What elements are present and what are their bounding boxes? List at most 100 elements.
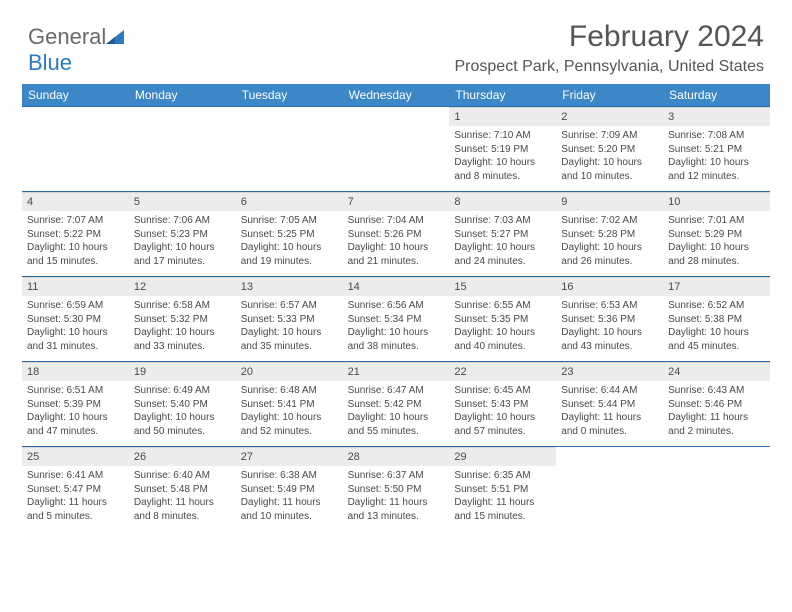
sunrise-text: Sunrise: 6:58 AM [134,299,231,313]
sunset-text: Sunset: 5:29 PM [668,228,765,242]
day-header: Friday [556,84,663,106]
day-info: Sunrise: 6:45 AMSunset: 5:43 PMDaylight:… [449,381,556,440]
day-cell: 9Sunrise: 7:02 AMSunset: 5:28 PMDaylight… [556,192,663,276]
day-info: Sunrise: 7:05 AMSunset: 5:25 PMDaylight:… [236,211,343,270]
sunset-text: Sunset: 5:34 PM [348,313,445,327]
day-info: Sunrise: 7:09 AMSunset: 5:20 PMDaylight:… [556,126,663,185]
day-info: Sunrise: 6:53 AMSunset: 5:36 PMDaylight:… [556,296,663,355]
day-number: 26 [129,447,236,466]
daylight-text: Daylight: 10 hours and 57 minutes. [454,411,551,438]
sunset-text: Sunset: 5:21 PM [668,143,765,157]
daylight-text: Daylight: 10 hours and 52 minutes. [241,411,338,438]
daylight-text: Daylight: 10 hours and 8 minutes. [454,156,551,183]
day-cell: 23Sunrise: 6:44 AMSunset: 5:44 PMDayligh… [556,362,663,446]
day-cell: 6Sunrise: 7:05 AMSunset: 5:25 PMDaylight… [236,192,343,276]
day-cell: 10Sunrise: 7:01 AMSunset: 5:29 PMDayligh… [663,192,770,276]
sunrise-text: Sunrise: 6:59 AM [27,299,124,313]
day-info: Sunrise: 7:07 AMSunset: 5:22 PMDaylight:… [22,211,129,270]
week-row: 11Sunrise: 6:59 AMSunset: 5:30 PMDayligh… [22,276,770,361]
sunrise-text: Sunrise: 6:49 AM [134,384,231,398]
day-header-row: Sunday Monday Tuesday Wednesday Thursday… [22,84,770,106]
day-info: Sunrise: 6:49 AMSunset: 5:40 PMDaylight:… [129,381,236,440]
daylight-text: Daylight: 10 hours and 33 minutes. [134,326,231,353]
day-cell: 24Sunrise: 6:43 AMSunset: 5:46 PMDayligh… [663,362,770,446]
day-cell [22,107,129,191]
week-row: 18Sunrise: 6:51 AMSunset: 5:39 PMDayligh… [22,361,770,446]
day-number: 19 [129,362,236,381]
daylight-text: Daylight: 10 hours and 28 minutes. [668,241,765,268]
day-number: 11 [22,277,129,296]
header: February 2024 Prospect Park, Pennsylvani… [455,20,765,76]
day-info: Sunrise: 7:06 AMSunset: 5:23 PMDaylight:… [129,211,236,270]
day-cell: 22Sunrise: 6:45 AMSunset: 5:43 PMDayligh… [449,362,556,446]
day-info: Sunrise: 7:04 AMSunset: 5:26 PMDaylight:… [343,211,450,270]
day-info: Sunrise: 6:47 AMSunset: 5:42 PMDaylight:… [343,381,450,440]
day-cell [236,107,343,191]
sunset-text: Sunset: 5:33 PM [241,313,338,327]
daylight-text: Daylight: 11 hours and 15 minutes. [454,496,551,523]
day-cell: 28Sunrise: 6:37 AMSunset: 5:50 PMDayligh… [343,447,450,531]
day-info: Sunrise: 6:40 AMSunset: 5:48 PMDaylight:… [129,466,236,525]
sunrise-text: Sunrise: 7:09 AM [561,129,658,143]
day-number: 4 [22,192,129,211]
day-info: Sunrise: 7:02 AMSunset: 5:28 PMDaylight:… [556,211,663,270]
sunrise-text: Sunrise: 6:52 AM [668,299,765,313]
sunrise-text: Sunrise: 7:02 AM [561,214,658,228]
month-title: February 2024 [455,20,765,54]
day-info: Sunrise: 6:41 AMSunset: 5:47 PMDaylight:… [22,466,129,525]
sunset-text: Sunset: 5:50 PM [348,483,445,497]
sunrise-text: Sunrise: 6:44 AM [561,384,658,398]
daylight-text: Daylight: 10 hours and 43 minutes. [561,326,658,353]
daylight-text: Daylight: 10 hours and 17 minutes. [134,241,231,268]
day-cell: 16Sunrise: 6:53 AMSunset: 5:36 PMDayligh… [556,277,663,361]
day-number: 16 [556,277,663,296]
day-cell: 3Sunrise: 7:08 AMSunset: 5:21 PMDaylight… [663,107,770,191]
day-info: Sunrise: 7:01 AMSunset: 5:29 PMDaylight:… [663,211,770,270]
week-row: 4Sunrise: 7:07 AMSunset: 5:22 PMDaylight… [22,191,770,276]
sunset-text: Sunset: 5:28 PM [561,228,658,242]
daylight-text: Daylight: 10 hours and 40 minutes. [454,326,551,353]
sunrise-text: Sunrise: 6:53 AM [561,299,658,313]
day-cell: 27Sunrise: 6:38 AMSunset: 5:49 PMDayligh… [236,447,343,531]
day-number: 2 [556,107,663,126]
day-cell: 1Sunrise: 7:10 AMSunset: 5:19 PMDaylight… [449,107,556,191]
logo-triangle-icon [106,24,124,50]
day-number: 8 [449,192,556,211]
sunrise-text: Sunrise: 7:05 AM [241,214,338,228]
location-subtitle: Prospect Park, Pennsylvania, United Stat… [455,58,765,76]
sunset-text: Sunset: 5:35 PM [454,313,551,327]
sunset-text: Sunset: 5:47 PM [27,483,124,497]
sunrise-text: Sunrise: 6:41 AM [27,469,124,483]
day-cell: 2Sunrise: 7:09 AMSunset: 5:20 PMDaylight… [556,107,663,191]
daylight-text: Daylight: 10 hours and 50 minutes. [134,411,231,438]
day-info: Sunrise: 7:08 AMSunset: 5:21 PMDaylight:… [663,126,770,185]
day-header: Wednesday [343,84,450,106]
day-cell: 4Sunrise: 7:07 AMSunset: 5:22 PMDaylight… [22,192,129,276]
logo: General Blue [28,24,124,76]
day-cell [663,447,770,531]
sunset-text: Sunset: 5:43 PM [454,398,551,412]
daylight-text: Daylight: 10 hours and 21 minutes. [348,241,445,268]
day-cell: 17Sunrise: 6:52 AMSunset: 5:38 PMDayligh… [663,277,770,361]
day-header: Thursday [449,84,556,106]
day-cell [129,107,236,191]
sunset-text: Sunset: 5:26 PM [348,228,445,242]
sunset-text: Sunset: 5:32 PM [134,313,231,327]
day-info: Sunrise: 6:44 AMSunset: 5:44 PMDaylight:… [556,381,663,440]
day-header: Saturday [663,84,770,106]
daylight-text: Daylight: 10 hours and 55 minutes. [348,411,445,438]
sunrise-text: Sunrise: 6:38 AM [241,469,338,483]
day-cell [556,447,663,531]
day-cell: 20Sunrise: 6:48 AMSunset: 5:41 PMDayligh… [236,362,343,446]
day-number: 18 [22,362,129,381]
day-number: 7 [343,192,450,211]
sunset-text: Sunset: 5:27 PM [454,228,551,242]
sunrise-text: Sunrise: 6:40 AM [134,469,231,483]
day-number: 22 [449,362,556,381]
day-number: 20 [236,362,343,381]
day-number: 21 [343,362,450,381]
day-info: Sunrise: 6:55 AMSunset: 5:35 PMDaylight:… [449,296,556,355]
sunrise-text: Sunrise: 7:07 AM [27,214,124,228]
day-cell: 21Sunrise: 6:47 AMSunset: 5:42 PMDayligh… [343,362,450,446]
week-row: 1Sunrise: 7:10 AMSunset: 5:19 PMDaylight… [22,106,770,191]
